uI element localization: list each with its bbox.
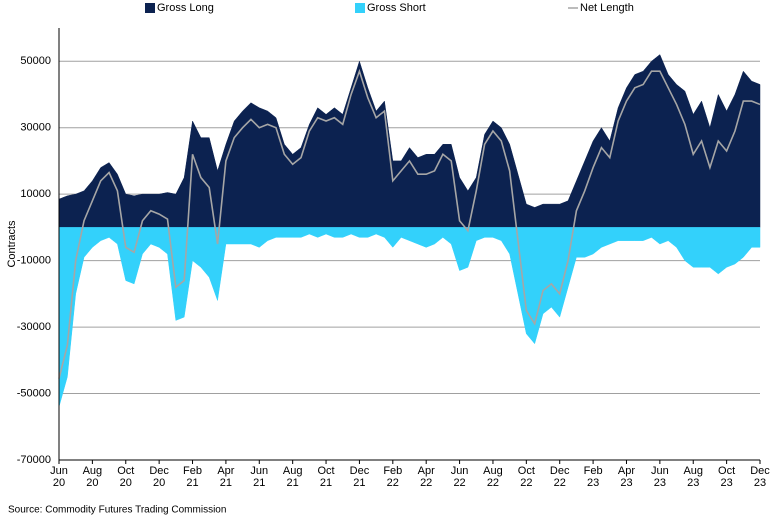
x-tick-label: Aug 21 xyxy=(282,465,303,489)
legend-swatch xyxy=(355,3,365,13)
source: Source: Commodity Futures Trading Commis… xyxy=(8,505,226,516)
legend-label: Gross Long xyxy=(157,2,214,14)
y-tick-label: 50000 xyxy=(20,55,51,67)
y-tick-label: 30000 xyxy=(20,122,51,134)
x-tick-label: Apr 21 xyxy=(217,465,235,489)
legend-label: Gross Short xyxy=(367,2,426,14)
x-tick-label: Aug 22 xyxy=(483,465,503,489)
x-tick-label: Dec 22 xyxy=(549,465,570,489)
x-tick-label: Dec 21 xyxy=(349,465,370,489)
x-tick-label: Oct 22 xyxy=(517,465,535,489)
plot xyxy=(58,54,761,407)
x-tick-label: Aug 20 xyxy=(82,465,103,489)
x-tick-label: Dec 23 xyxy=(750,465,770,489)
x-tick-label: Jun 21 xyxy=(250,465,269,489)
y-tick-label: -10000 xyxy=(17,255,51,267)
y-tick-label: -50000 xyxy=(17,387,51,399)
x-tick-label: Feb 23 xyxy=(583,465,603,489)
x-tick-label: Oct 21 xyxy=(317,465,335,489)
y-tick-label: 10000 xyxy=(20,188,51,200)
y-tick-label: -30000 xyxy=(17,321,51,333)
area xyxy=(58,54,761,228)
y-axis-title: Contracts xyxy=(6,220,18,268)
x-tick-label: Feb 21 xyxy=(183,465,202,489)
x-tick-label: Apr 23 xyxy=(617,465,636,489)
x-tick-label: Oct 23 xyxy=(718,465,736,489)
line xyxy=(58,68,761,379)
x-tick-label: Oct 20 xyxy=(117,465,135,489)
legend-label: Net Length xyxy=(580,2,634,14)
x-tick-label: Jun 22 xyxy=(450,465,469,489)
y-tick-label: -70000 xyxy=(17,454,51,466)
x-tick-label: Jun 23 xyxy=(650,465,669,489)
x-tick-label: Feb 22 xyxy=(383,465,403,489)
legend-swatch xyxy=(145,3,155,13)
x-tick-label: Aug 23 xyxy=(683,465,704,489)
area xyxy=(58,227,761,407)
x-tick-label: Dec 20 xyxy=(149,465,169,489)
x-tick-label: Jun 20 xyxy=(50,465,68,489)
x-tick-label: Apr 22 xyxy=(417,465,435,489)
